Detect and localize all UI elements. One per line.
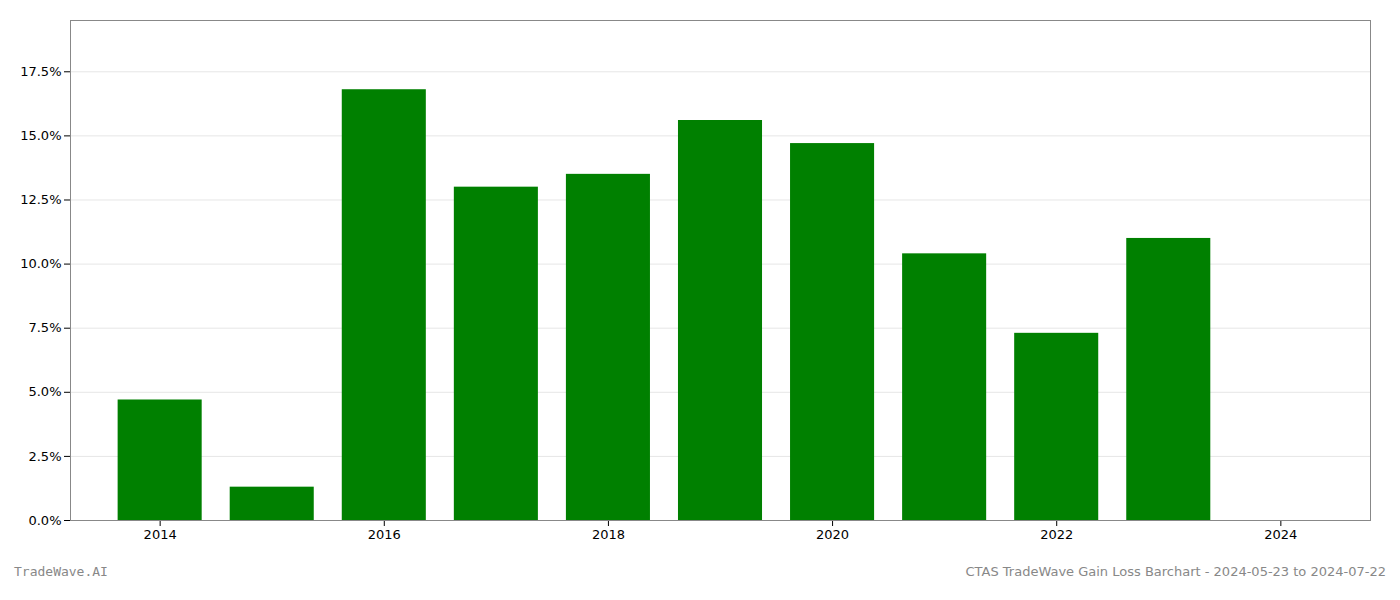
svg-text:10.0%: 10.0% (20, 256, 61, 271)
svg-text:15.0%: 15.0% (20, 128, 61, 143)
svg-text:2024: 2024 (1264, 527, 1297, 542)
svg-text:17.5%: 17.5% (20, 64, 61, 79)
svg-text:5.0%: 5.0% (28, 384, 61, 399)
svg-text:2022: 2022 (1040, 527, 1073, 542)
svg-text:2014: 2014 (144, 527, 177, 542)
html-text:CTAS TradeWave Gain Loss Barch: CTAS TradeWave Gain Loss Barchart - 2024… (965, 564, 1386, 579)
svg-text:12.5%: 12.5% (20, 192, 61, 207)
svg-text:2016: 2016 (368, 527, 401, 542)
svg-text:7.5%: 7.5% (28, 320, 61, 335)
svg-text:2018: 2018 (592, 527, 625, 542)
svg-text:0.0%: 0.0% (28, 513, 61, 528)
svg-text:2.5%: 2.5% (28, 449, 61, 464)
svg-text:2020: 2020 (816, 527, 849, 542)
html-text:TradeWave.AI: TradeWave.AI (14, 564, 108, 579)
